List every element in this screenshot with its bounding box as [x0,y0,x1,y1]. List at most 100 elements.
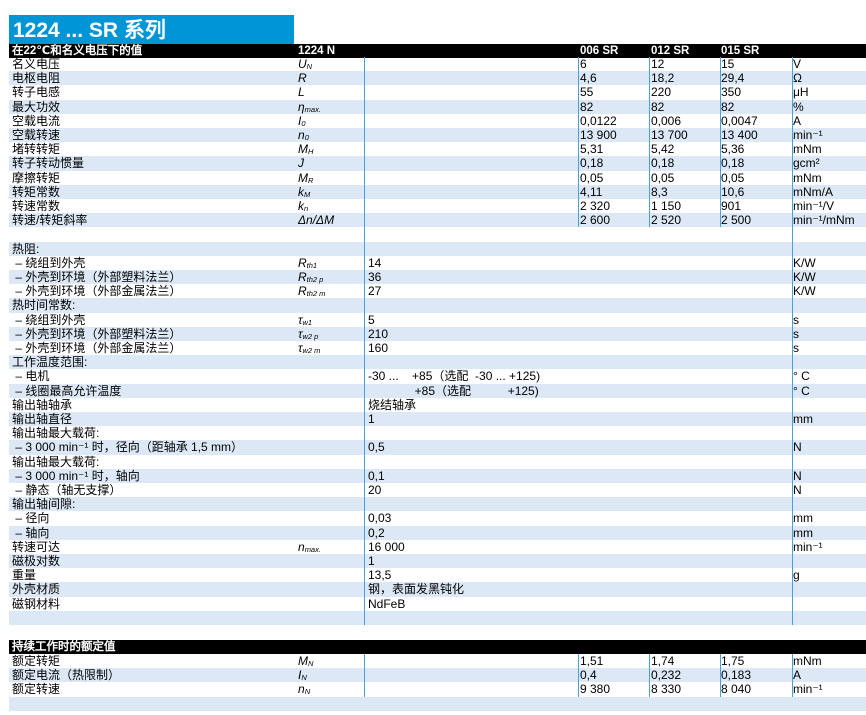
row-label: – 绕组到外壳 [12,312,86,327]
row-value-1: 82 [651,99,665,114]
row-unit: s [793,326,799,341]
row-symbol: R [298,71,307,86]
row-value-2: 0,0047 [721,113,758,128]
row-unit: K/W [793,255,816,270]
table-row: 转子转动惯量 J 0,18 0,18 0,18 gcm² [9,156,866,171]
row-symbol-subscript: w2 p [302,331,319,341]
row-symbol-subscript: N [304,687,311,697]
rated-header-label: 持续工作时的额定值 [12,641,116,653]
row-value-0: 1,51 [580,654,604,668]
row-label: – 静态（轴无支撑） [12,483,122,497]
table-row: 摩擦转矩 MR 0,05 0,05 0,05 mNm [9,171,866,185]
row-label: – 绕组到外壳 [12,255,86,270]
row-label: 输出轴直径 [12,412,73,426]
row-symbol-subscript: max. [304,544,321,554]
row-value-2: 82 [721,99,735,114]
row-value: 0,5 [368,440,385,455]
row-value-1: 0,232 [651,668,682,683]
row-symbol: Δn/ΔM [298,213,335,228]
row-value-0: 0,0122 [580,113,617,128]
row-label: 输出轴间隙: [12,497,76,512]
row-value-2: 350 [721,85,742,100]
row-value: 13,5 [368,568,392,583]
row-value: 钢，表面发黑钝化 [368,582,465,597]
row-symbol-subscript: 0 [301,118,306,128]
row-label: – 外壳到环境（外部塑料法兰） [12,326,182,341]
row-value-2: 901 [721,199,742,213]
table-row: – 绕组到外壳 Rth1 14 K/W [9,256,866,270]
row-value-1: 18,2 [651,71,675,86]
table-row: – 静态（轴无支撑） 20 N [9,483,866,497]
row-symbol: τw2 p [298,326,319,341]
row-label: 转速常数 [12,199,61,213]
table-row: – 外壳到环境（外部金属法兰） τw2 m 160 s [9,341,866,355]
table-row: 名义电压 UN 6 12 15 V [9,57,866,71]
table-row: 转矩常数 kM 4,11 8,3 10,6 mNm/A [9,184,866,199]
row-symbol: ηmax. [298,99,321,114]
row-label: 重量 [12,568,37,583]
column-divider [364,57,365,625]
table-row: 电枢电阻 R 4,6 18,2 29,4 Ω [9,71,866,86]
row-unit: V [793,57,802,71]
row-value: 210 [368,326,389,341]
row-symbol-subscript: max. [304,104,321,114]
row-value-0: 0,18 [580,156,604,171]
row-unit: A [793,113,802,128]
row-symbol-subscript: N [301,673,307,683]
table-row [9,227,866,241]
row-label: – 3 000 min⁻¹ 时，轴向 [12,468,140,483]
table-row: 外壳材质 钢，表面发黑钝化 [9,582,866,597]
table-row: – 绕组到外壳 τw1 5 s [9,313,866,327]
row-unit: s [793,312,799,327]
row-value: 1 [368,412,375,426]
row-label: 额定转速 [12,682,61,697]
row-symbol: Rth1 [298,255,318,270]
row-value: 0,1 [368,468,385,483]
row-label: – 径向 [12,511,50,526]
row-value-0: 55 [580,85,594,100]
column-divider [578,57,579,228]
table-row: – 3 000 min⁻¹ 时，轴向 0,1 N [9,468,866,483]
row-label: – 电机 [12,369,50,384]
row-label: 最大功效 [12,99,61,114]
row-unit: mNm [793,654,822,668]
row-value-2: 29,4 [721,71,745,86]
row-symbol-subscript: th1 [306,260,318,270]
row-value-2: 5,36 [721,142,745,157]
table-row: 输出轴轴承 烧结轴承 [9,398,866,412]
header-model: 1224 N [298,45,336,57]
row-value-1: 12 [651,57,665,71]
row-label: – 3 000 min⁻¹ 时，径向（距轴承 1,5 mm） [12,440,244,455]
row-value-0: 0,05 [580,170,604,185]
table-header: 在22℃和名义电压下的值 1224 N 006 SR 012 SR 015 SR [9,44,866,58]
table-row [9,610,866,625]
row-value: 1 [368,554,375,568]
row-value: 36 [368,270,382,284]
row-unit: K/W [793,270,816,284]
row-symbol: MH [298,142,314,157]
row-symbol: kn [298,199,309,213]
row-value: 14 [368,255,382,270]
table-row: 热时间常数: [9,298,866,313]
row-unit: mm [793,511,813,526]
row-symbol: n0 [298,128,309,142]
row-label: 外壳材质 [12,582,61,597]
row-symbol-subscript: H [308,147,314,157]
row-label: 工作温度范围: [12,355,88,370]
header-label: 在22℃和名义电压下的值 [12,45,143,57]
row-value-2: 0,18 [721,156,745,171]
row-label: 磁极对数 [12,554,61,568]
row-value-1: 0,006 [651,113,682,128]
table-row: 磁钢材料 NdFeB [9,597,866,611]
table-row: – 径向 0,03 mm [9,511,866,525]
table-row: 空载电流 I0 0,0122 0,006 0,0047 A [9,114,866,128]
row-symbol-subscript: th2 p [306,275,324,284]
rated-header: 持续工作时的额定值 [9,640,866,654]
row-symbol: L [298,85,305,100]
column-divider [792,654,793,697]
table-row: 输出轴最大载荷: [9,426,866,440]
row-label: 额定电流（热限制） [12,668,121,683]
column-divider [649,57,650,228]
table-row: – 3 000 min⁻¹ 时，径向（距轴承 1,5 mm） 0,5 N [9,440,866,455]
column-divider [649,654,650,697]
